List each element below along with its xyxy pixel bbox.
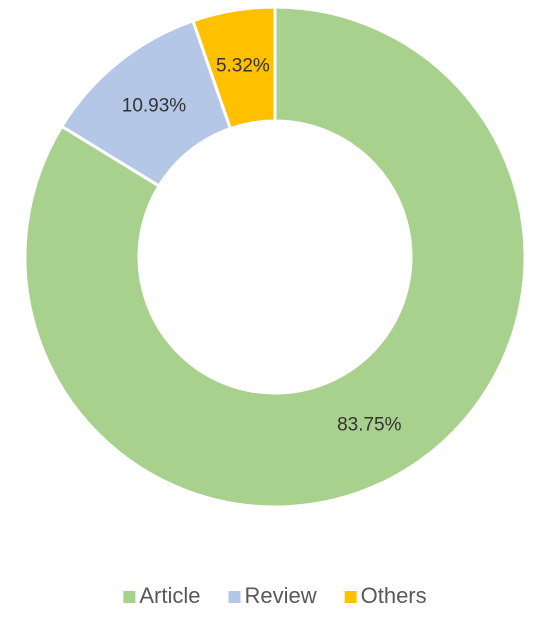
legend-label: Others: [361, 583, 427, 608]
legend-swatch: [123, 591, 136, 603]
legend-label: Review: [244, 583, 316, 608]
data-label: 83.75%: [337, 414, 402, 435]
donut-segment: [23, 5, 527, 509]
data-label: 10.93%: [122, 96, 187, 117]
legend-swatch: [228, 591, 241, 603]
legend-label: Article: [139, 583, 200, 608]
data-label: 5.32%: [216, 56, 270, 77]
legend-swatch: [344, 591, 357, 603]
donut-segment: [191, 5, 277, 131]
